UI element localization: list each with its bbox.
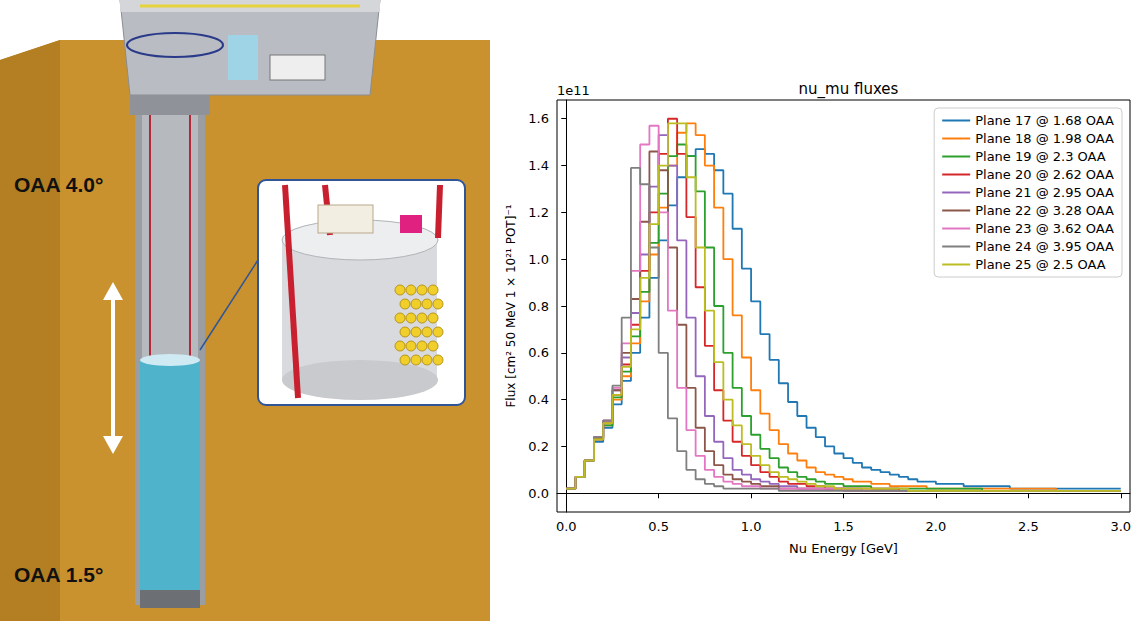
- svg-text:1.2: 1.2: [528, 205, 549, 220]
- svg-text:Nu Energy [GeV]: Nu Energy [GeV]: [789, 541, 898, 556]
- svg-text:1.0: 1.0: [741, 519, 762, 534]
- svg-text:Plane 20 @ 2.62 OAA: Plane 20 @ 2.62 OAA: [975, 167, 1114, 182]
- svg-text:Plane 25 @ 2.5 OAA: Plane 25 @ 2.5 OAA: [975, 257, 1106, 272]
- svg-text:0.0: 0.0: [556, 519, 577, 534]
- svg-text:1.4: 1.4: [528, 158, 549, 173]
- svg-text:Flux [cm² 50 MeV 1 × 10²¹ POT]: Flux [cm² 50 MeV 1 × 10²¹ POT]⁻¹: [504, 204, 518, 407]
- svg-text:1.0: 1.0: [528, 252, 549, 267]
- svg-text:Plane 22 @ 3.28 OAA: Plane 22 @ 3.28 OAA: [975, 203, 1114, 218]
- svg-text:0.0: 0.0: [528, 486, 549, 501]
- svg-text:0.8: 0.8: [528, 299, 549, 314]
- svg-text:1.5: 1.5: [833, 519, 854, 534]
- svg-text:0.5: 0.5: [648, 519, 669, 534]
- svg-text:Plane 23 @ 3.62 OAA: Plane 23 @ 3.62 OAA: [975, 221, 1114, 236]
- svg-text:0.2: 0.2: [528, 439, 549, 454]
- svg-text:3.0: 3.0: [1110, 519, 1131, 534]
- svg-text:0.6: 0.6: [528, 345, 549, 360]
- svg-text:OAA 1.5°: OAA 1.5°: [14, 563, 103, 586]
- svg-text:1.6: 1.6: [528, 111, 549, 126]
- svg-text:nu_mu fluxes: nu_mu fluxes: [799, 80, 899, 99]
- svg-text:Plane 21 @ 2.95 OAA: Plane 21 @ 2.95 OAA: [975, 185, 1114, 200]
- svg-text:OAA 4.0°: OAA 4.0°: [14, 173, 103, 196]
- svg-text:1e11: 1e11: [557, 83, 590, 98]
- svg-text:Plane 19 @ 2.3 OAA: Plane 19 @ 2.3 OAA: [975, 149, 1106, 164]
- svg-text:Plane 18 @ 1.98 OAA: Plane 18 @ 1.98 OAA: [975, 131, 1114, 146]
- svg-text:Plane 17 @ 1.68 OAA: Plane 17 @ 1.68 OAA: [975, 113, 1114, 128]
- svg-text:Plane 24 @ 3.95 OAA: Plane 24 @ 3.95 OAA: [975, 239, 1114, 254]
- svg-text:0.4: 0.4: [528, 392, 549, 407]
- svg-text:2.5: 2.5: [1018, 519, 1039, 534]
- svg-text:2.0: 2.0: [926, 519, 947, 534]
